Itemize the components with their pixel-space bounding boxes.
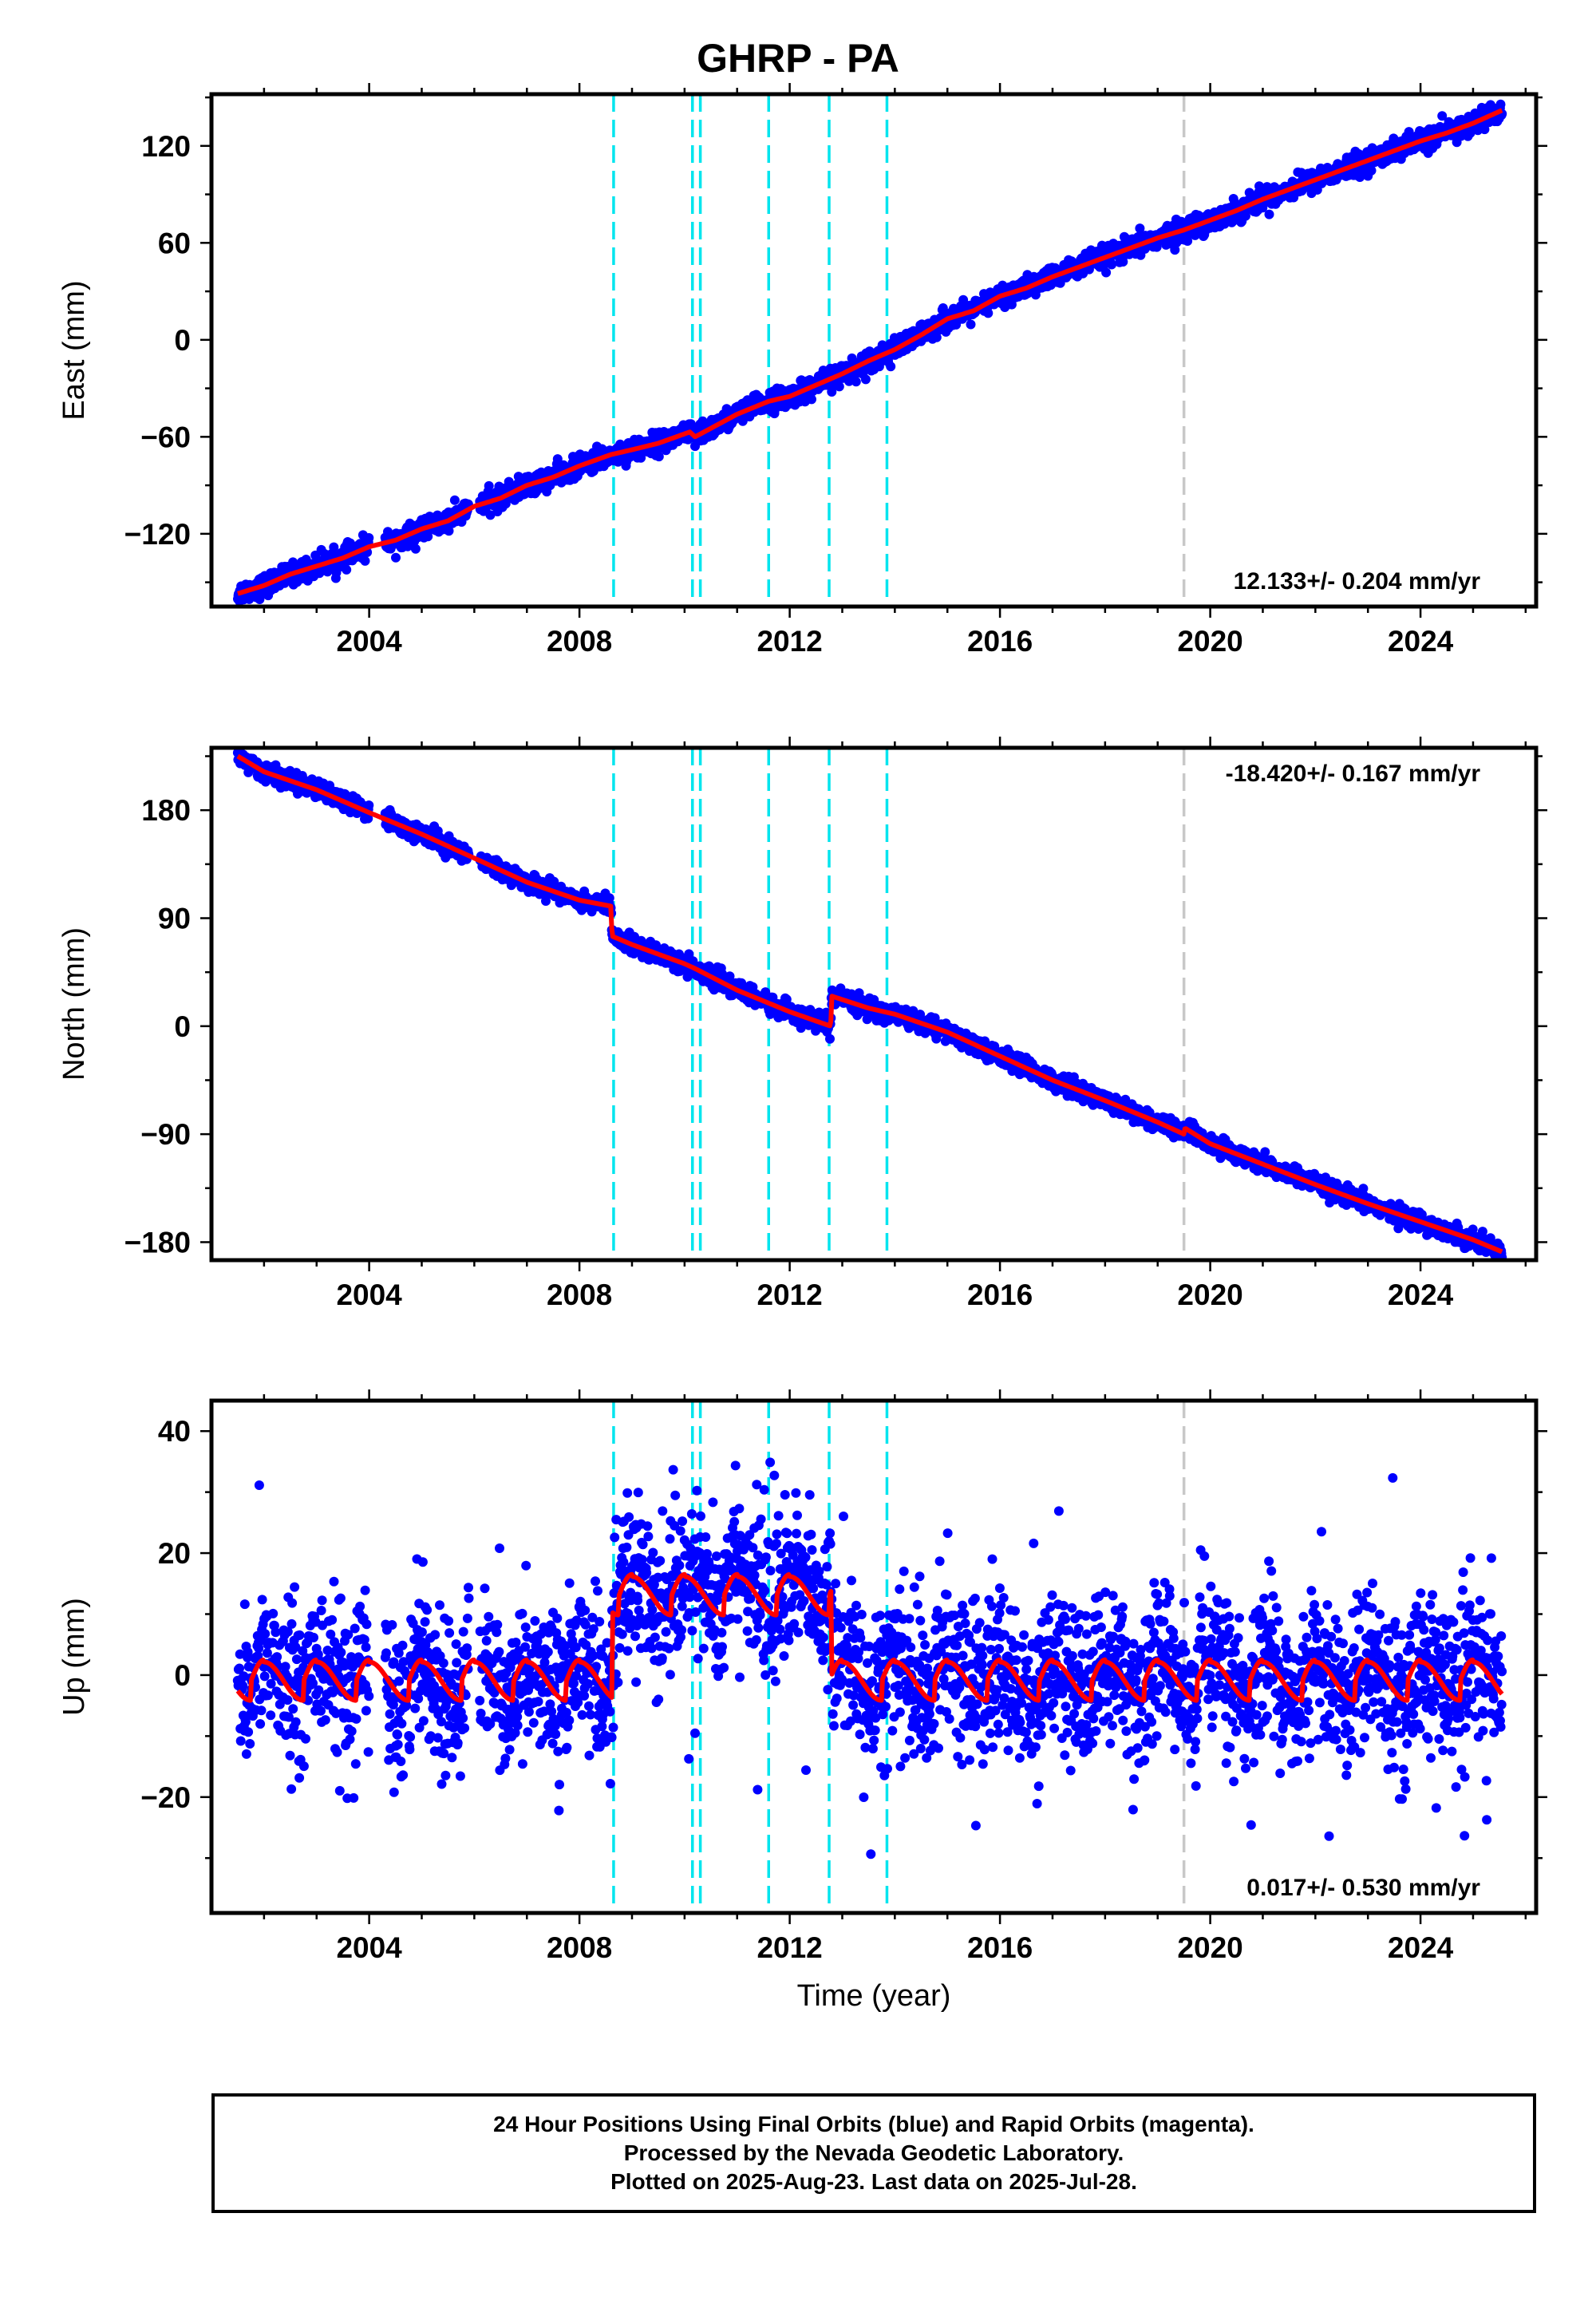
panel-north: 2004 2008 2012 2016 2020 2024−180−90090180Nor… bbox=[57, 737, 1547, 1311]
plot-area bbox=[232, 748, 1507, 1260]
figure: 2004 2008 2012 2016 2020 2024 −120 −60 0 60 120 Eas… bbox=[57, 83, 1547, 2013]
data-point bbox=[1107, 259, 1116, 270]
data-point bbox=[410, 543, 421, 554]
data-point bbox=[966, 319, 976, 330]
data-point bbox=[886, 362, 896, 372]
x-tick-label: 2016 bbox=[967, 625, 1033, 658]
y-tick-label: 0 bbox=[174, 324, 191, 357]
data-point bbox=[1006, 299, 1017, 310]
data-point bbox=[1264, 209, 1274, 219]
y-axis-label: East (mm) bbox=[57, 280, 91, 420]
chart-title: GHRP - PA bbox=[697, 36, 899, 81]
data-point bbox=[360, 555, 370, 566]
data-point bbox=[834, 381, 844, 392]
data-point bbox=[1101, 267, 1112, 278]
data-point bbox=[1135, 223, 1145, 234]
data-point bbox=[860, 374, 871, 385]
data-point bbox=[983, 308, 994, 318]
data-point bbox=[444, 526, 454, 536]
x-tick-label: 2004 bbox=[336, 625, 402, 658]
x-tick-label: 2008 bbox=[547, 625, 612, 658]
data-point bbox=[825, 1034, 835, 1044]
y-tick-label: 60 bbox=[158, 227, 191, 259]
data-point bbox=[1183, 236, 1193, 246]
data-point bbox=[931, 332, 942, 342]
data-point bbox=[423, 532, 433, 542]
y-tick-label: 120 bbox=[141, 130, 191, 163]
data-point bbox=[552, 454, 563, 464]
data-point bbox=[604, 893, 614, 903]
data-point bbox=[364, 533, 374, 543]
rate-label: 12.133+/- 0.204 mm/yr bbox=[1234, 568, 1481, 595]
y-tick-label: −120 bbox=[124, 518, 191, 551]
panel-east: 2004 2008 2012 2016 2020 2024 −120 −60 0 60 120 Eas… bbox=[57, 83, 1547, 658]
data-point bbox=[654, 452, 664, 462]
data-point bbox=[329, 542, 339, 552]
data-point bbox=[485, 510, 496, 520]
x-tick-label: 2012 bbox=[757, 625, 822, 658]
data-point bbox=[449, 495, 460, 505]
y-tick-label: −60 bbox=[140, 421, 191, 453]
x-tick-label: 2020 bbox=[1177, 625, 1242, 658]
data-point bbox=[1170, 245, 1180, 255]
data-point bbox=[1366, 165, 1377, 176]
data-point bbox=[1254, 181, 1264, 192]
data-point bbox=[807, 394, 816, 405]
x-tick-label: 2024 bbox=[1388, 625, 1454, 658]
data-point bbox=[1495, 99, 1506, 109]
data-point bbox=[342, 564, 352, 575]
data-point bbox=[851, 377, 861, 387]
plot-area bbox=[233, 94, 1507, 607]
data-point bbox=[391, 552, 401, 563]
data-point bbox=[484, 480, 494, 491]
